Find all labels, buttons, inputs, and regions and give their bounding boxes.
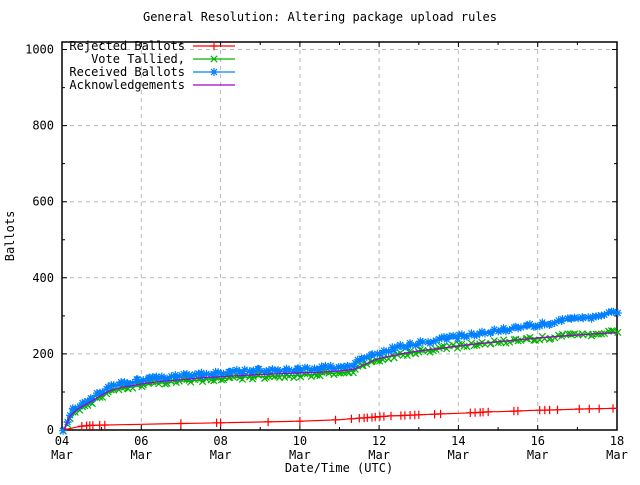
legend-label: Vote Tallied, — [91, 52, 185, 66]
y-tick-label: 1000 — [25, 43, 54, 57]
legend-marker-star-icon — [210, 68, 218, 76]
y-tick-label: 200 — [32, 347, 54, 361]
legend-marker-plus-icon — [209, 41, 219, 51]
legend-item-vote-tallied: Vote Tallied, — [91, 52, 235, 66]
x-tick-month-label: Mar — [368, 448, 390, 462]
series-markers — [59, 307, 622, 435]
x-tick-month-label: Mar — [130, 448, 152, 462]
x-tick-month-label: Mar — [51, 448, 73, 462]
legend-item-rejected-ballots: Rejected Ballots — [69, 39, 235, 53]
grid-layer — [62, 42, 617, 430]
series-layer — [59, 307, 622, 435]
series-received-ballots — [59, 307, 622, 435]
y-tick-label: 0 — [47, 423, 54, 437]
legend-label: Acknowledgements — [69, 78, 185, 92]
legend-item-received-ballots: Received Ballots — [69, 65, 235, 79]
x-tick-day-label: 10 — [293, 434, 307, 448]
series-markers — [77, 404, 618, 431]
x-tick-month-label: Mar — [448, 448, 470, 462]
legend-marker-cross-icon — [210, 55, 218, 63]
y-tick-label: 800 — [32, 119, 54, 133]
series-line — [63, 407, 618, 431]
x-tick-month-label: Mar — [527, 448, 549, 462]
chart-title: General Resolution: Altering package upl… — [143, 10, 497, 24]
x-axis-label: Date/Time (UTC) — [285, 461, 393, 475]
x-tick-month-label: Mar — [289, 448, 311, 462]
x-tick-day-label: 08 — [213, 434, 227, 448]
axis-ticks-layer: 04Mar06Mar08Mar10Mar12Mar14Mar16Mar18Mar… — [25, 42, 628, 462]
x-tick-day-label: 12 — [372, 434, 386, 448]
y-tick-label: 400 — [32, 271, 54, 285]
y-tick-label: 600 — [32, 195, 54, 209]
x-tick-day-label: 06 — [134, 434, 148, 448]
x-tick-day-label: 04 — [55, 434, 69, 448]
axis-tick-marks — [61, 42, 618, 431]
y-axis-label: Ballots — [3, 211, 17, 262]
series-line — [63, 332, 618, 430]
x-tick-day-label: 16 — [530, 434, 544, 448]
legend-item-acknowledgements: Acknowledgements — [69, 78, 235, 92]
x-tick-month-label: Mar — [210, 448, 232, 462]
x-tick-day-label: 18 — [610, 434, 624, 448]
series-rejected-ballots — [63, 404, 618, 431]
x-tick-month-label: Mar — [606, 448, 628, 462]
legend-label: Rejected Ballots — [69, 39, 185, 53]
x-tick-day-label: 14 — [451, 434, 465, 448]
series-acknowledgements — [63, 332, 618, 430]
legend-label: Received Ballots — [69, 65, 185, 79]
